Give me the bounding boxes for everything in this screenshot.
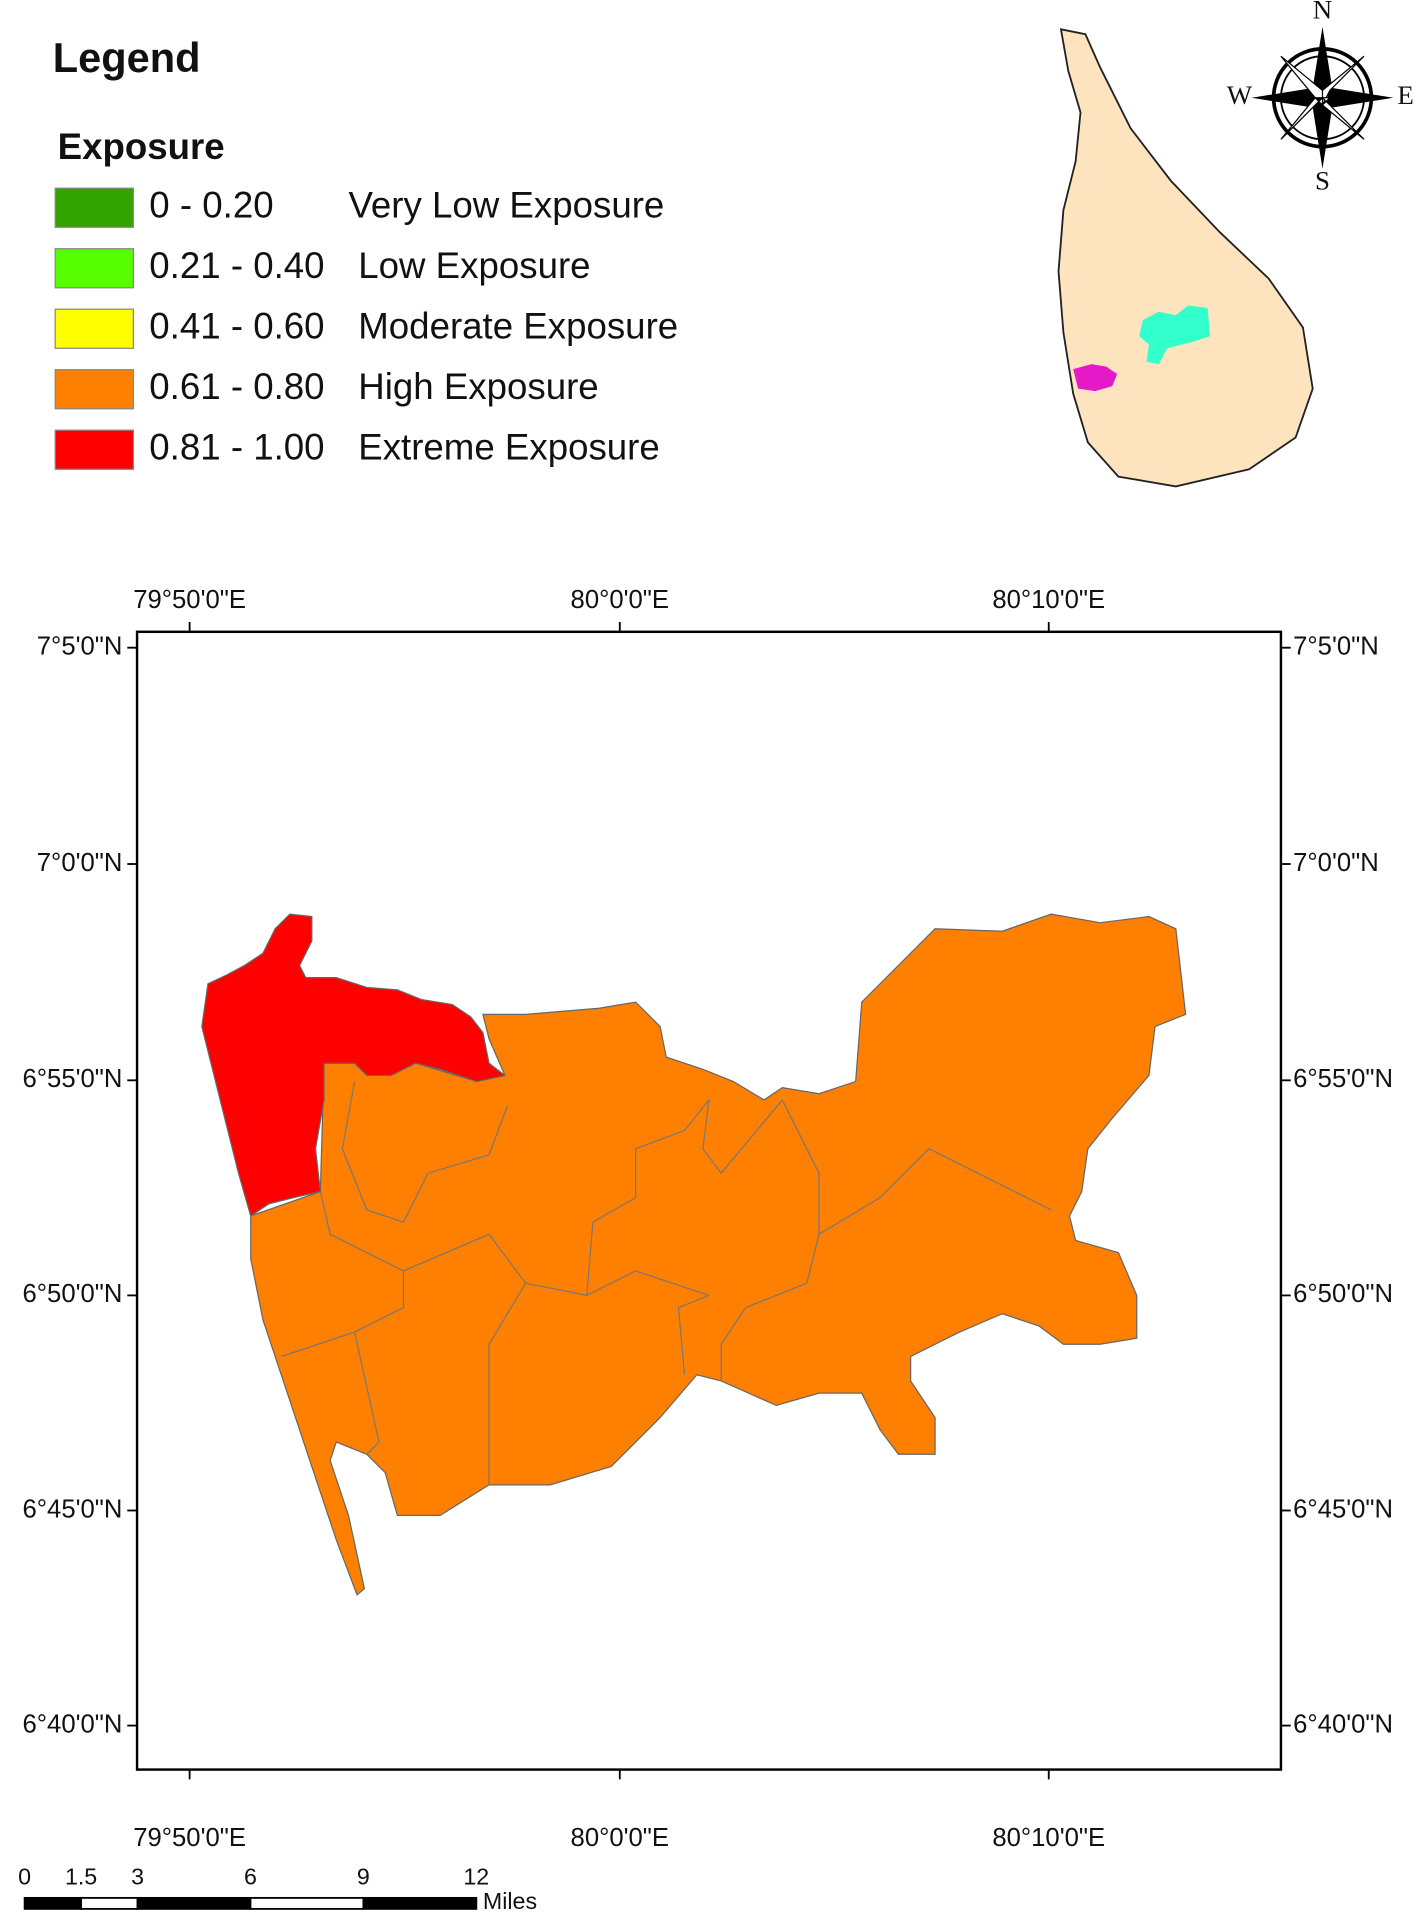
longitude-label: 80°10'0"E <box>992 586 1105 614</box>
scale-tick-label: 1.5 <box>65 1863 97 1889</box>
compass-rose: N S W E <box>1227 0 1414 195</box>
scale-tick-label: 3 <box>131 1863 144 1889</box>
legend-subtitle: Exposure <box>58 126 225 167</box>
scale-segment <box>23 1896 83 1910</box>
longitude-label: 79°50'0"E <box>133 1824 246 1852</box>
latitude-label: 7°0'0"N <box>1293 849 1379 877</box>
coordinate-labels: 79°50'0"E 79°50'0"E 80°0'0"E 80°0'0"E 80°10'… <box>23 586 1394 1852</box>
longitude-label: 80°0'0"E <box>571 1824 669 1852</box>
latitude-label: 7°5'0"N <box>37 632 123 660</box>
compass-west: W <box>1227 80 1253 110</box>
longitude-label: 79°50'0"E <box>133 586 246 614</box>
legend-label: Extreme Exposure <box>358 426 660 467</box>
compass-north: N <box>1313 0 1332 24</box>
legend-label: Low Exposure <box>358 245 590 286</box>
scale-tick-label: 12 <box>463 1863 489 1889</box>
legend-range: 0.41 - 0.60 <box>149 305 324 346</box>
island <box>1057 28 1314 488</box>
compass-south: S <box>1315 165 1330 195</box>
scale-segment <box>136 1896 252 1910</box>
latitude-label: 6°50'0"N <box>1293 1280 1393 1308</box>
latitude-label: 7°5'0"N <box>1293 632 1379 660</box>
scale-unit: Miles <box>483 1888 537 1914</box>
inset-region-cyan <box>1139 305 1211 365</box>
latitude-label: 6°40'0"N <box>1293 1710 1393 1738</box>
legend-range: 0.21 - 0.40 <box>149 245 324 286</box>
legend-range: 0 - 0.20 <box>149 184 273 225</box>
extreme-exposure-area <box>201 913 507 1217</box>
legend-label: Very Low Exposure <box>348 184 664 225</box>
legend-label: High Exposure <box>358 366 598 407</box>
high-exposure-area <box>250 913 1187 1596</box>
latitude-label: 6°55'0"N <box>23 1065 123 1093</box>
legend-label: Moderate Exposure <box>358 305 678 346</box>
legend-swatch <box>54 308 135 349</box>
legend: 0 - 0.20 Very Low Exposure 0.21 - 0.40 Low … <box>54 184 678 470</box>
legend-title: Legend <box>53 34 201 81</box>
scale-tick-label: 6 <box>244 1863 257 1889</box>
legend-range: 0.61 - 0.80 <box>149 366 324 407</box>
latitude-label: 6°45'0"N <box>23 1495 123 1523</box>
latitude-label: 6°55'0"N <box>1293 1065 1393 1093</box>
latitude-label: 6°45'0"N <box>1293 1495 1393 1523</box>
scale-segment <box>362 1896 478 1910</box>
scale-bar: 0 1.5 3 6 9 12 <box>18 1863 489 1910</box>
inset-map <box>1057 28 1314 488</box>
longitude-label: 80°0'0"E <box>571 586 669 614</box>
legend-swatch <box>54 429 135 470</box>
district-borders <box>281 1081 1052 1485</box>
legend-swatch <box>54 369 135 410</box>
latitude-label: 6°40'0"N <box>23 1710 123 1738</box>
latitude-label: 7°0'0"N <box>37 849 123 877</box>
legend-range: 0.81 - 1.00 <box>149 426 324 467</box>
legend-swatch <box>54 187 135 228</box>
longitude-label: 80°10'0"E <box>992 1824 1105 1852</box>
scale-tick-label: 0 <box>18 1863 31 1889</box>
legend-swatch <box>54 248 135 289</box>
scale-tick-label: 9 <box>357 1863 370 1889</box>
scale-segment <box>249 1896 365 1910</box>
latitude-label: 6°50'0"N <box>23 1280 123 1308</box>
compass-east: E <box>1397 80 1413 110</box>
inset-region-magenta <box>1073 364 1118 392</box>
scale-segment <box>80 1896 139 1910</box>
